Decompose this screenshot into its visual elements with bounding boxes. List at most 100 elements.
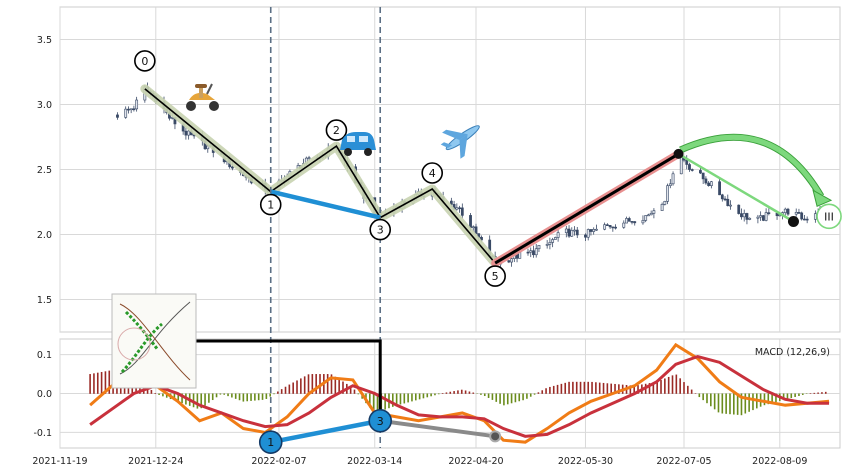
x-tick-label: 2022-04-20 (448, 456, 503, 467)
histogram-bar (284, 386, 287, 394)
candle-body (701, 172, 705, 180)
histogram-bar (648, 383, 651, 394)
histogram-bar (265, 393, 268, 399)
histogram-bar (257, 393, 260, 401)
candle-body (663, 201, 667, 205)
histogram-bar (748, 393, 750, 412)
candle-body (584, 234, 587, 238)
candle-body (480, 237, 483, 241)
candle-body (805, 218, 809, 221)
macd-y-tick-label: 0.0 (37, 389, 52, 400)
candle-body (813, 213, 817, 220)
histogram-bar (717, 393, 720, 413)
wave-point-marker-label: 2 (333, 124, 340, 137)
candle-body (548, 242, 552, 245)
wave-point-marker (259, 193, 282, 216)
histogram-bar (744, 393, 747, 414)
candle-body (797, 212, 801, 214)
connector-line (196, 339, 382, 411)
signal-line (89, 354, 830, 438)
histogram-bar (491, 393, 494, 400)
candle-body (764, 212, 768, 221)
candle-body (510, 258, 513, 263)
histogram-bar (234, 393, 237, 399)
candle-body (460, 207, 464, 216)
projection-arrow-head (812, 189, 833, 207)
histogram-bar (664, 378, 666, 394)
y-tick-label: 3.5 (37, 35, 52, 46)
histogram-bar (522, 393, 524, 401)
histogram-bar (165, 393, 168, 398)
histogram-bar (821, 392, 823, 394)
histogram-bar (307, 374, 310, 394)
histogram-bar (541, 390, 544, 394)
histogram-bar (671, 375, 674, 394)
histogram-bar (158, 393, 160, 395)
candle-body (231, 166, 234, 169)
histogram-bar (342, 381, 344, 394)
wave-point-marker-label: 1 (267, 199, 274, 212)
wave-point-marker (484, 265, 506, 287)
histogram-bar (96, 372, 99, 394)
histogram-bar (529, 393, 532, 397)
candle-body (666, 185, 669, 202)
histogram-bar (656, 381, 658, 394)
histogram-bar (725, 393, 727, 414)
histogram-bar (204, 393, 206, 406)
macd-y-tick-label: 0.1 (37, 350, 52, 361)
histogram-bar (583, 381, 586, 394)
candle-body (526, 251, 530, 254)
macd-divergence-marker-label: 3 (377, 415, 384, 428)
histogram-bar (349, 386, 352, 394)
histogram-bar (817, 392, 819, 394)
candle-body (718, 181, 721, 196)
candle-body (699, 170, 702, 174)
histogram-bar (690, 389, 693, 394)
histogram-bar (652, 382, 655, 394)
histogram-bar (418, 393, 421, 400)
candle-body (605, 224, 609, 226)
candle-body (685, 159, 689, 165)
histogram-bar (399, 393, 402, 405)
histogram-bar (93, 373, 95, 394)
candle-body (649, 212, 653, 216)
candle-body (759, 215, 763, 218)
histogram-bar (495, 393, 498, 402)
histogram-bar (196, 393, 199, 409)
histogram-bar (560, 383, 563, 394)
candle-body (627, 218, 631, 222)
histogram-bar (357, 393, 360, 395)
candle-body (800, 212, 804, 220)
candle-body (567, 228, 571, 237)
histogram-bar (472, 392, 475, 394)
candle-body (307, 157, 311, 159)
wave-markers: 0 1 2 3 4 5 III 1 3 (134, 50, 842, 454)
histogram-bar (315, 374, 317, 394)
histogram-bar (457, 390, 459, 394)
histogram-bar (752, 393, 754, 411)
histogram-bar (545, 388, 547, 394)
histogram-bar (338, 379, 340, 394)
x-tick-label: 2022-08-09 (752, 456, 807, 467)
histogram-bar (181, 393, 183, 404)
histogram-bar (575, 381, 578, 394)
candle-body (720, 194, 724, 200)
candle-body (690, 169, 694, 171)
macd-legend: MACD (12,26,9) (755, 347, 830, 358)
candle-body (575, 229, 579, 236)
histogram-bar (104, 371, 107, 394)
histogram-bar (211, 393, 214, 401)
histogram-bar (369, 393, 371, 408)
candle-body (641, 220, 645, 224)
histogram-bar (713, 393, 716, 410)
candle-body (532, 250, 535, 256)
x-tick-label: 2021-12-24 (128, 456, 183, 467)
macd-histogram (89, 370, 827, 416)
macd-divergence-marker (368, 408, 393, 433)
candle-body (129, 108, 133, 111)
candle-body (709, 181, 713, 186)
histogram-bar (150, 389, 153, 394)
histogram-bar (376, 393, 379, 413)
candle-body (564, 228, 568, 233)
